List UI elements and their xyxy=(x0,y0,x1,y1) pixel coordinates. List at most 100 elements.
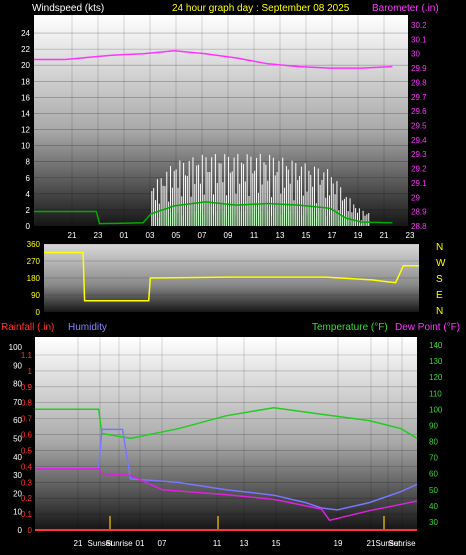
graph-title: 24 hour graph day : September 08 2025 xyxy=(172,3,350,14)
rain-tick-label: 1 xyxy=(28,367,33,376)
humidity-tick-label: 90 xyxy=(13,361,22,370)
compass-tick-label: S xyxy=(436,274,443,285)
dewpoint-axis-label: Dew Point (°F) xyxy=(395,322,460,333)
rain-tick-label: 0 xyxy=(28,526,33,535)
rain-tick-label: 1.1 xyxy=(21,351,33,360)
direction-tick-label: 90 xyxy=(31,291,40,300)
rainfall-axis-label: Rainfall (.in) xyxy=(1,322,54,333)
rain-tick-label: 0.2 xyxy=(21,494,33,503)
humidity-tick-label: 80 xyxy=(13,380,22,389)
temperature-tick-label: 120 xyxy=(429,373,443,382)
time-tick-label: 11 xyxy=(250,231,259,240)
compass-tick-label: E xyxy=(436,290,443,301)
time-tick-label: 15 xyxy=(302,231,311,240)
rain-tick-label: 0.9 xyxy=(21,383,33,392)
compass-tick-label: N xyxy=(436,242,443,253)
barometer-tick-label: 29.2 xyxy=(411,165,427,174)
humidity-tick-label: 100 xyxy=(9,343,23,352)
temperature-tick-label: 40 xyxy=(429,502,438,511)
rain-tick-label: 0.8 xyxy=(21,399,33,408)
direction-tick-label: 180 xyxy=(27,274,41,283)
barometer-tick-label: 29.1 xyxy=(411,179,427,188)
temperature-line xyxy=(35,406,418,440)
climate-panel xyxy=(35,337,417,530)
direction-tick-label: 360 xyxy=(27,240,41,249)
barometer-tick-label: 30 xyxy=(411,50,420,59)
humidity-tick-label: 40 xyxy=(13,453,22,462)
rain-tick-label: 0.3 xyxy=(21,478,33,487)
barometer-line xyxy=(34,50,393,69)
time-tick-label: 03 xyxy=(146,231,155,240)
barometer-tick-label: 29.5 xyxy=(411,122,427,131)
time-tick-label: 05 xyxy=(172,231,181,240)
temperature-tick-label: 90 xyxy=(429,421,438,430)
time-tick-label: 23 xyxy=(94,231,103,240)
time-tick-label: Sunset xyxy=(376,539,402,548)
temperature-tick-label: 70 xyxy=(429,454,438,463)
time-tick-label: 17 xyxy=(328,231,337,240)
time-tick-label: 21 xyxy=(380,231,389,240)
time-tick-label: 21 xyxy=(74,539,83,548)
rain-tick-label: 0.4 xyxy=(21,462,33,471)
wind-tick-label: 10 xyxy=(21,142,30,151)
humidity-tick-label: 0 xyxy=(18,526,23,535)
temperature-axis-label: Temperature (°F) xyxy=(312,322,388,333)
time-tick-label: 11 xyxy=(213,539,222,548)
wind-tick-label: 8 xyxy=(26,158,31,167)
wind-tick-label: 6 xyxy=(26,174,31,183)
barometer-axis-label: Barometer (.in) xyxy=(372,3,439,14)
rain-tick-label: 0.5 xyxy=(21,446,33,455)
temperature-tick-label: 60 xyxy=(429,470,438,479)
barometer-tick-label: 29 xyxy=(411,193,420,202)
temperature-tick-label: 130 xyxy=(429,357,443,366)
time-tick-label: Sunset xyxy=(88,539,114,548)
time-tick-label: 01 xyxy=(136,539,145,548)
time-tick-label: 01 xyxy=(120,231,129,240)
barometer-tick-label: 28.9 xyxy=(411,208,427,217)
compass-tick-label: N xyxy=(436,306,443,317)
temperature-tick-label: 100 xyxy=(429,405,443,414)
rain-tick-label: 0.1 xyxy=(21,510,33,519)
humidity-line xyxy=(35,428,418,511)
time-tick-label: 15 xyxy=(272,539,281,548)
barometer-tick-label: 29.7 xyxy=(411,93,427,102)
temperature-tick-label: 80 xyxy=(429,438,438,447)
time-tick-label: 07 xyxy=(198,231,207,240)
humidity-tick-label: 50 xyxy=(13,435,22,444)
wind-tick-label: 12 xyxy=(21,126,30,135)
barometer-tick-label: 29.8 xyxy=(411,78,427,87)
wind-tick-label: 20 xyxy=(21,61,30,70)
barometer-tick-label: 29.4 xyxy=(411,136,427,145)
wind-tick-label: 22 xyxy=(21,45,30,54)
time-tick-label: 23 xyxy=(406,231,415,240)
wind-avg-line xyxy=(34,201,393,225)
barometer-tick-label: 29.6 xyxy=(411,107,427,116)
wind-tick-label: 4 xyxy=(26,190,31,199)
temperature-tick-label: 50 xyxy=(429,486,438,495)
barometer-tick-label: 30.1 xyxy=(411,35,427,44)
wind-tick-label: 18 xyxy=(21,77,30,86)
wind-tick-label: 14 xyxy=(21,109,30,118)
temperature-tick-label: 110 xyxy=(429,389,442,398)
time-tick-label: 21 xyxy=(68,231,77,240)
wind-direction-line xyxy=(44,251,419,302)
barometer-tick-label: 28.8 xyxy=(411,222,427,231)
wind-tick-label: 0 xyxy=(26,222,31,231)
time-tick-label: 19 xyxy=(334,539,343,548)
windspeed-axis-label: Windspeed (kts) xyxy=(32,3,104,14)
humidity-tick-label: 60 xyxy=(13,416,22,425)
time-tick-label: 09 xyxy=(224,231,233,240)
time-tick-label: Sunrise xyxy=(388,539,416,548)
humidity-tick-label: 30 xyxy=(13,471,22,480)
barometer-tick-label: 29.3 xyxy=(411,150,427,159)
temperature-tick-label: 30 xyxy=(429,518,438,527)
direction-tick-label: 0 xyxy=(36,308,41,317)
time-tick-label: Sunrise xyxy=(105,539,133,548)
rain-tick-label: 0.7 xyxy=(21,415,33,424)
humidity-tick-label: 70 xyxy=(13,398,22,407)
humidity-tick-label: 20 xyxy=(13,489,22,498)
wind-tick-label: 2 xyxy=(26,206,31,215)
time-tick-label: 13 xyxy=(276,231,285,240)
wind-tick-label: 24 xyxy=(21,29,30,38)
